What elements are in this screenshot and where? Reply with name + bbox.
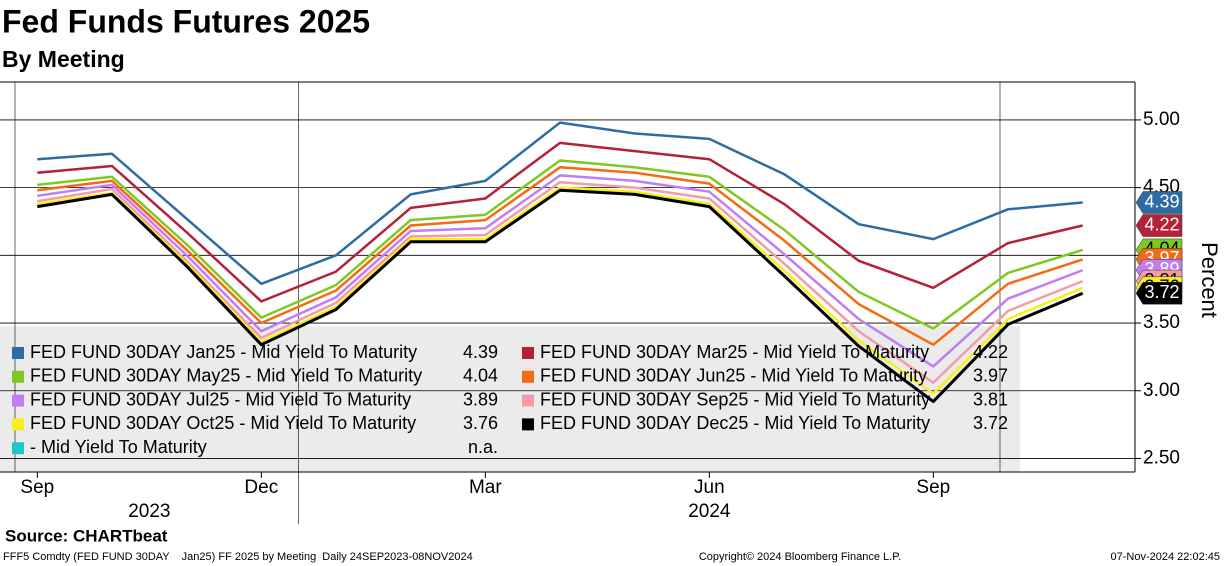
last-value-label: 4.39 (1144, 191, 1179, 211)
series-line (37, 188, 1084, 404)
legend-swatch (522, 370, 534, 383)
series-line (37, 174, 1084, 368)
y-axis-label: Percent (1197, 242, 1222, 318)
legend-label: FED FUND 30DAY Mar25 - Mid Yield To Matu… (540, 342, 929, 362)
legend-swatch (12, 370, 24, 383)
y-tick-label: 3.50 (1143, 312, 1180, 333)
footer-left: FFF5 Comdty (FED FUND 30DAY Jan25) FF 20… (3, 551, 473, 563)
year-label: 2024 (688, 501, 731, 522)
legend-value: n.a. (468, 437, 498, 457)
last-value-label: 4.22 (1144, 214, 1179, 234)
legend-swatch (12, 418, 24, 431)
x-tick-label: Mar (469, 477, 502, 498)
legend-label: FED FUND 30DAY Oct25 - Mid Yield To Matu… (30, 413, 416, 433)
legend-value: 3.81 (973, 389, 1008, 409)
x-tick-label: Sep (20, 477, 54, 498)
series-line (37, 186, 1084, 395)
y-tick-label: 5.00 (1143, 109, 1180, 130)
chart-title: Fed Funds Futures 2025 (2, 3, 370, 39)
last-value-tag (1135, 214, 1183, 237)
source: Source: CHARTbeat (5, 526, 168, 545)
legend-label: FED FUND 30DAY May25 - Mid Yield To Matu… (30, 366, 422, 386)
legend-swatch (12, 442, 24, 455)
legend-swatch (522, 347, 534, 359)
last-value-tag (1135, 282, 1183, 305)
y-tick-label: 3.00 (1143, 380, 1180, 401)
chart-subtitle: By Meeting (2, 46, 125, 72)
legend-value: 4.22 (973, 342, 1008, 362)
legend-swatch (522, 394, 534, 407)
legend-swatch (12, 347, 24, 359)
footer-right: 07-Nov-2024 22:02:45 (1111, 551, 1220, 563)
series-line (37, 141, 1083, 303)
series-line (37, 159, 1084, 330)
series-line (37, 166, 1084, 346)
legend-value: 3.89 (463, 389, 498, 409)
x-tick-label: Jun (694, 477, 725, 498)
year-label: 2023 (128, 501, 170, 522)
legend-value: 3.76 (463, 413, 498, 433)
series-line (37, 180, 1084, 384)
footer-center: Copyright© 2024 Bloomberg Finance L.P. (699, 551, 901, 563)
legend-label: FED FUND 30DAY Jul25 - Mid Yield To Matu… (30, 389, 411, 409)
x-tick-label: Dec (244, 477, 278, 498)
legend-label: FED FUND 30DAY Sep25 - Mid Yield To Matu… (540, 389, 930, 409)
legend-label: - Mid Yield To Maturity (30, 437, 207, 457)
legend-value: 4.04 (463, 366, 498, 386)
series-line (37, 121, 1083, 286)
legend-value: 4.39 (463, 342, 498, 362)
legend-value: 3.97 (973, 366, 1008, 386)
legend-background (0, 326, 1020, 472)
legend-label: FED FUND 30DAY Jun25 - Mid Yield To Matu… (540, 366, 927, 386)
y-tick-label: 2.50 (1143, 447, 1180, 468)
legend-label: FED FUND 30DAY Jan25 - Mid Yield To Matu… (30, 342, 417, 362)
legend-swatch (12, 394, 24, 407)
legend-swatch (522, 418, 534, 431)
x-tick-label: Sep (916, 477, 950, 498)
legend-label: FED FUND 30DAY Dec25 - Mid Yield To Matu… (540, 413, 930, 433)
last-value-tag (1135, 191, 1183, 214)
legend-value: 3.72 (973, 413, 1008, 433)
last-value-label: 3.72 (1144, 282, 1179, 302)
